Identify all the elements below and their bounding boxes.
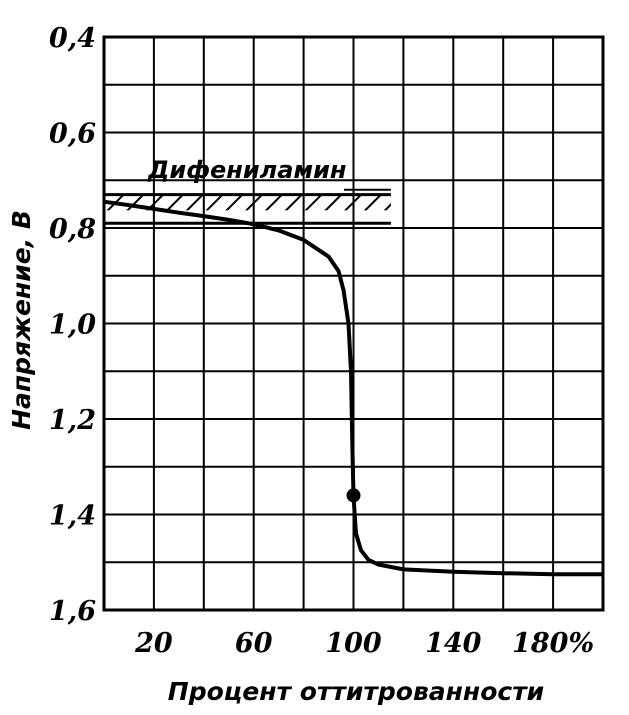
y-tick-label: 1,6 bbox=[49, 596, 96, 627]
indicator-hatch bbox=[104, 194, 391, 211]
plot-frame bbox=[102, 35, 605, 612]
x-tick-label: 180% bbox=[512, 628, 594, 659]
y-tick-label: 0,6 bbox=[49, 119, 96, 150]
marker-layer bbox=[346, 488, 361, 503]
series-layer bbox=[104, 199, 603, 577]
x-tick-label: 100 bbox=[325, 628, 382, 659]
series-line-0 bbox=[104, 199, 603, 577]
y-tick-label: 0,4 bbox=[49, 23, 96, 54]
x-tick-label: 20 bbox=[134, 628, 173, 659]
y-axis-title: Напряжение, В bbox=[7, 210, 36, 430]
y-tick-label: 1,4 bbox=[49, 501, 96, 532]
indicator-label: Дифениламин bbox=[147, 156, 346, 184]
y-tick-label: 1,0 bbox=[49, 310, 96, 341]
x-tick-labels: 20 60 100 140 180% bbox=[134, 628, 594, 659]
x-axis-title: Процент оттитрованности bbox=[168, 677, 544, 706]
x-tick-label: 140 bbox=[425, 628, 482, 659]
y-tick-labels: 0,4 0,6 0,8 1,0 1,2 1,4 1,6 bbox=[49, 23, 96, 627]
x-tick-label: 60 bbox=[235, 628, 273, 659]
y-tick-label: 0,8 bbox=[49, 214, 96, 245]
y-tick-label: 1,2 bbox=[49, 405, 96, 436]
equivalence-point-marker bbox=[346, 488, 361, 503]
